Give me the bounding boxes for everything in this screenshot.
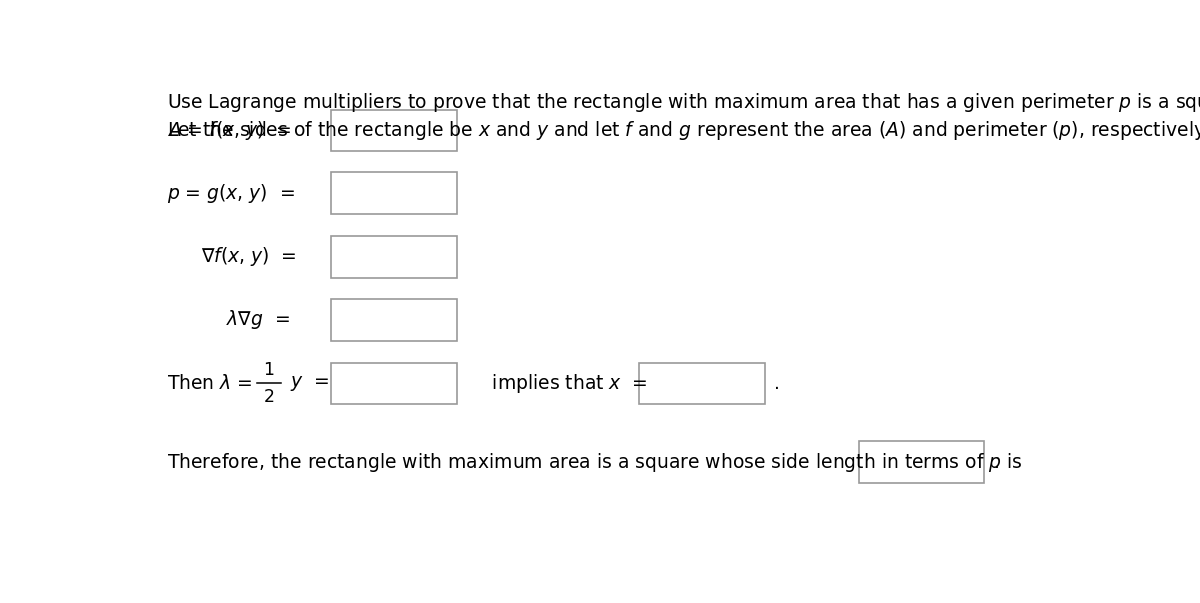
FancyBboxPatch shape: [331, 299, 457, 341]
Text: 1: 1: [264, 361, 275, 379]
Text: $\nabla$$f$($x$, $y$)  =: $\nabla$$f$($x$, $y$) =: [202, 245, 296, 268]
FancyBboxPatch shape: [331, 236, 457, 277]
Text: 2: 2: [264, 388, 275, 406]
FancyBboxPatch shape: [331, 362, 457, 405]
FancyBboxPatch shape: [859, 441, 984, 483]
Text: Therefore, the rectangle with maximum area is a square whose side length in term: Therefore, the rectangle with maximum ar…: [167, 451, 1022, 474]
Text: $p$ = $g$($x$, $y$)  =: $p$ = $g$($x$, $y$) =: [167, 182, 295, 204]
FancyBboxPatch shape: [331, 172, 457, 214]
Text: $y$  =: $y$ =: [290, 374, 330, 393]
FancyBboxPatch shape: [331, 110, 457, 151]
FancyBboxPatch shape: [640, 362, 764, 405]
Text: Then $\lambda$ =: Then $\lambda$ =: [167, 374, 254, 393]
Text: implies that $x$  =: implies that $x$ =: [474, 372, 647, 395]
Text: Let the sides of the rectangle be $x$ and $y$ and let $f$ and $g$ represent the : Let the sides of the rectangle be $x$ an…: [167, 119, 1200, 142]
Text: $\lambda\nabla g$  =: $\lambda\nabla g$ =: [227, 308, 290, 331]
Text: $A$ = $f$($x$, $y$)  =: $A$ = $f$($x$, $y$) =: [167, 119, 292, 142]
Text: .: .: [774, 374, 780, 393]
Text: .: .: [994, 453, 1000, 472]
Text: Use Lagrange multipliers to prove that the rectangle with maximum area that has : Use Lagrange multipliers to prove that t…: [167, 91, 1200, 114]
